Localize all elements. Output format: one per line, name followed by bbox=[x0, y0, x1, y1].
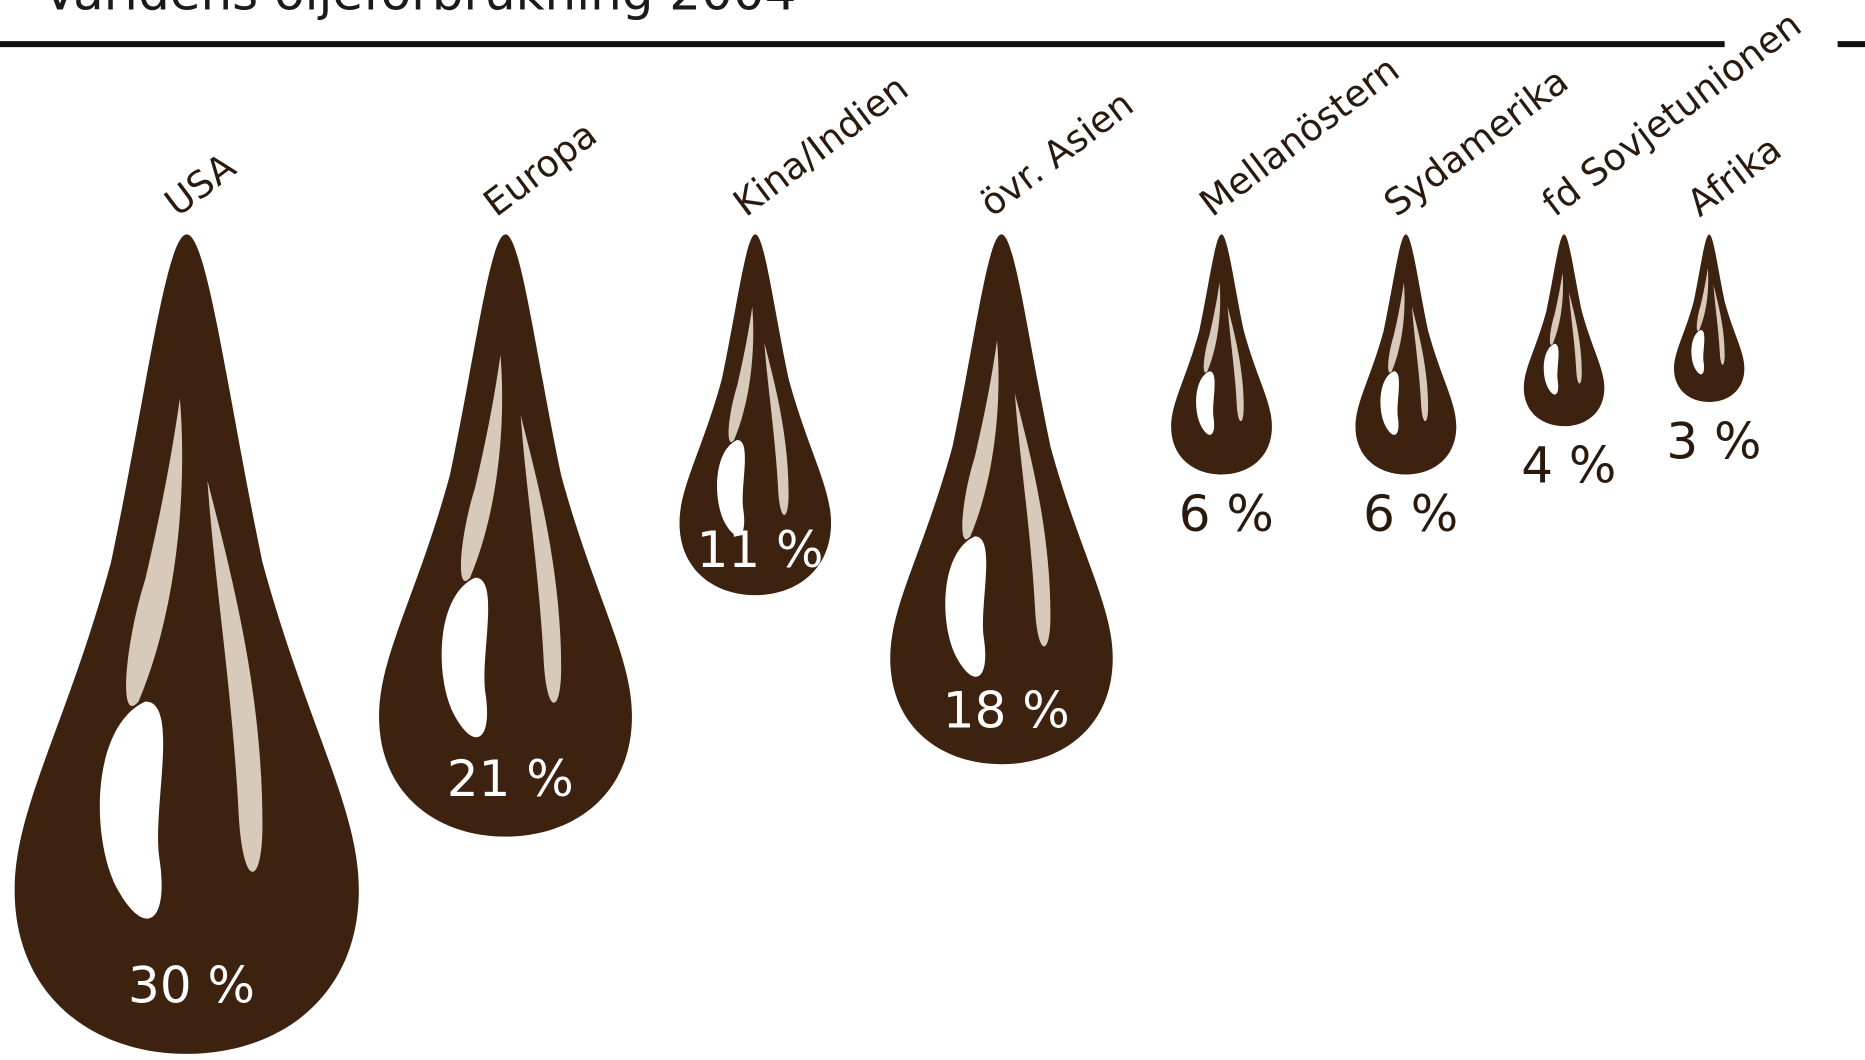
category-label: Mellanöstern bbox=[1192, 48, 1408, 225]
drop bbox=[1171, 234, 1272, 474]
drop bbox=[379, 234, 632, 836]
value-label: 11 % bbox=[697, 521, 824, 579]
drop bbox=[1524, 234, 1605, 426]
value-label: 6 % bbox=[1363, 485, 1458, 543]
category-label: Kina/Indien bbox=[725, 66, 916, 225]
drop-shape bbox=[379, 234, 632, 836]
chart: Världens oljeförbrukning 2004 30 % USA 21 … bbox=[0, 0, 1865, 1060]
drop-shape bbox=[15, 234, 359, 1054]
drop-shape bbox=[1524, 234, 1605, 426]
category-label: övr. Asien bbox=[972, 82, 1142, 225]
category-label: fd Sovjetunionen bbox=[1534, 3, 1809, 225]
drop-shape bbox=[1355, 234, 1456, 474]
drop bbox=[1674, 234, 1744, 402]
drop-shape bbox=[1674, 234, 1744, 402]
drop-shape bbox=[1171, 234, 1272, 474]
drop bbox=[15, 234, 359, 1054]
value-label: 30 % bbox=[128, 957, 255, 1015]
category-label: Afrika bbox=[1679, 127, 1789, 225]
category-label: Europa bbox=[476, 113, 605, 225]
chart-title: Världens oljeförbrukning 2004 bbox=[43, 0, 797, 22]
drop bbox=[1355, 234, 1456, 474]
page: Världens oljeförbrukning 2004 30 % USA 21 … bbox=[0, 0, 1865, 1060]
category-label: USA bbox=[157, 145, 244, 225]
value-label: 18 % bbox=[943, 681, 1070, 739]
value-label: 3 % bbox=[1666, 412, 1761, 470]
value-label: 4 % bbox=[1521, 436, 1616, 494]
value-label: 6 % bbox=[1179, 485, 1274, 543]
value-label: 21 % bbox=[447, 750, 574, 808]
